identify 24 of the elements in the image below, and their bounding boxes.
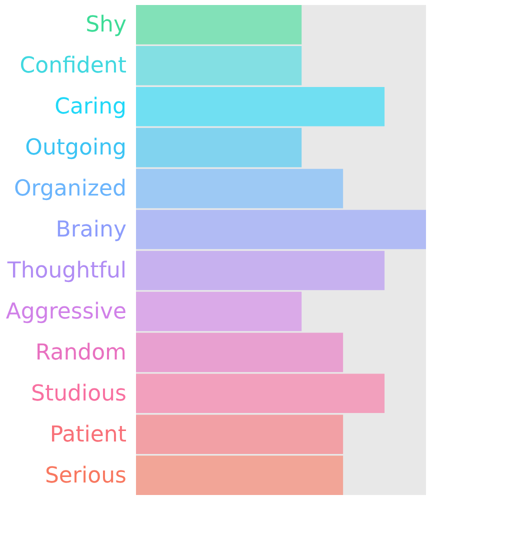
bar	[136, 332, 344, 372]
y-tick-label: Random	[35, 340, 126, 366]
bar	[136, 414, 344, 454]
y-tick-label: Shy	[86, 12, 126, 38]
bar	[136, 250, 385, 290]
bar	[136, 168, 344, 208]
bar	[136, 46, 302, 86]
y-tick-label: Serious	[44, 463, 126, 488]
y-tick-label: Outgoing	[25, 136, 126, 161]
y-tick-label: Organized	[14, 176, 126, 202]
bar	[136, 86, 385, 126]
bar	[136, 5, 302, 44]
y-tick-label: Caring	[54, 94, 126, 120]
y-tick-label: Confident	[20, 54, 127, 79]
bar	[136, 128, 302, 168]
y-tick-label: Patient	[50, 422, 127, 448]
y-tick-label: Aggressive	[6, 299, 126, 324]
y-tick-label: Studious	[31, 381, 126, 406]
y-tick-label: Thoughtful	[6, 258, 126, 284]
bar	[136, 456, 344, 495]
bar	[136, 374, 385, 414]
bar	[136, 292, 302, 332]
bar	[136, 210, 426, 250]
y-tick-label: Brainy	[56, 218, 126, 243]
